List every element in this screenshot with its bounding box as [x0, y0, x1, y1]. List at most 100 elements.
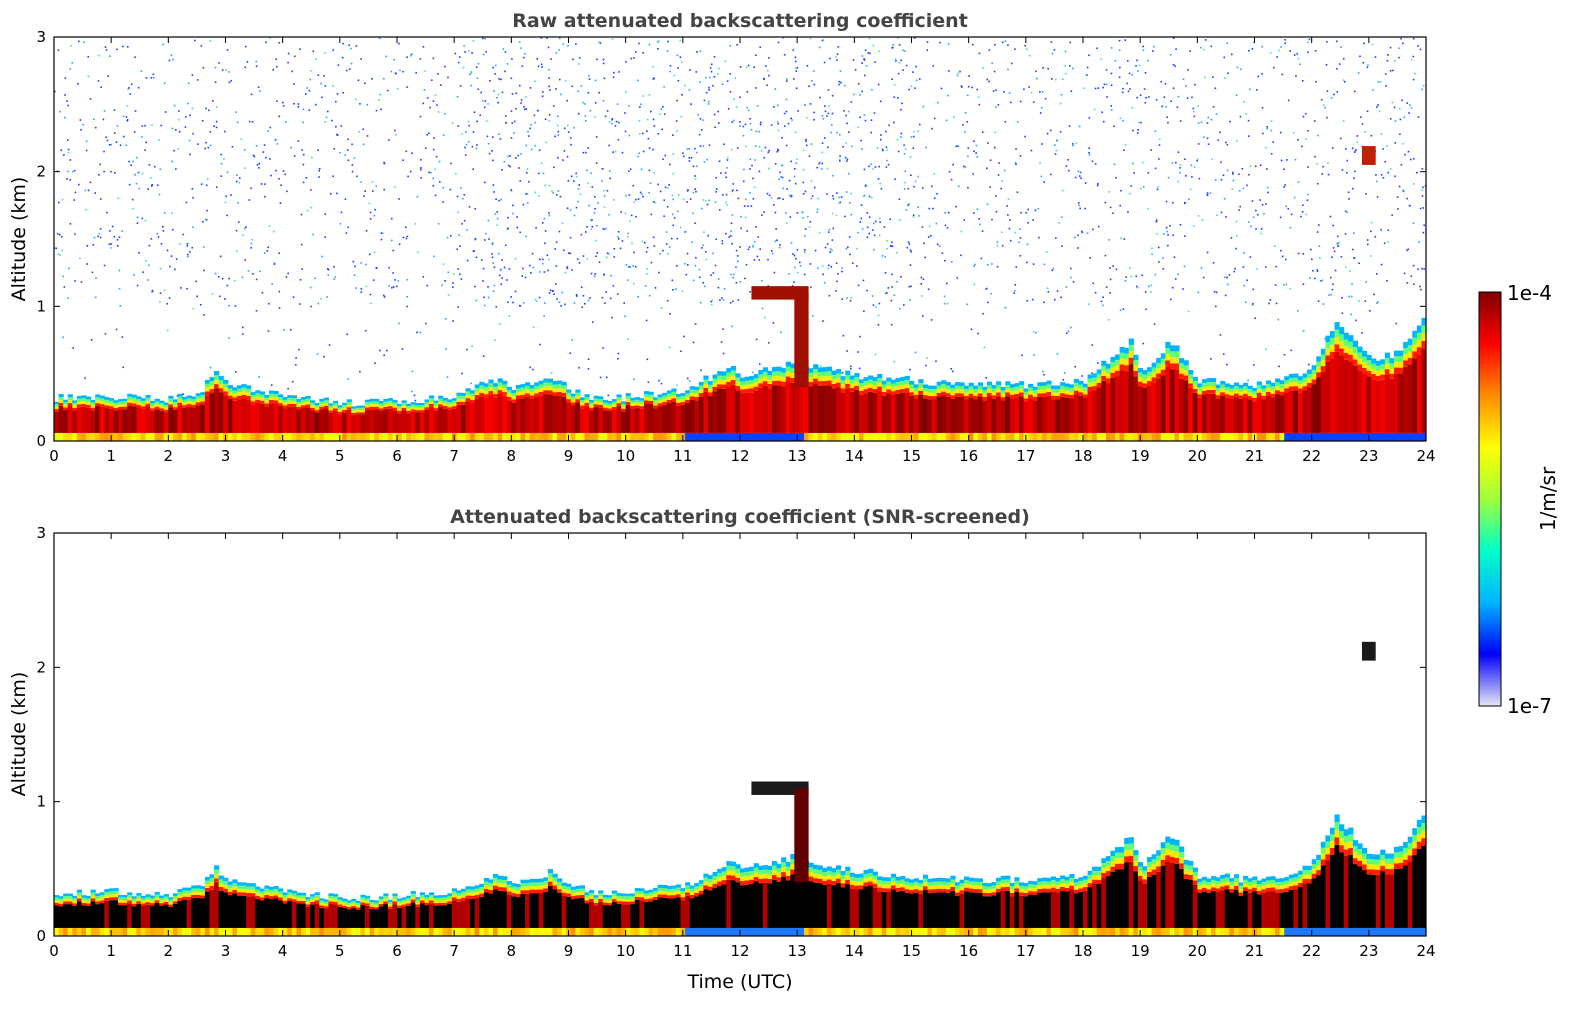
heatmap-cell — [1041, 389, 1048, 394]
heatmap-cell — [383, 398, 389, 402]
noise-speck — [522, 302, 525, 304]
heatmap-cell — [1055, 385, 1061, 390]
heatmap-cell — [744, 392, 750, 433]
heatmap-cell — [72, 927, 78, 936]
noise-speck — [605, 376, 608, 379]
noise-speck — [1129, 192, 1131, 195]
heatmap-cell — [1055, 399, 1061, 433]
noise-speck — [336, 192, 338, 195]
noise-speck — [317, 74, 320, 76]
heatmap-cell — [799, 432, 805, 441]
noise-speck — [1261, 107, 1264, 109]
noise-speck — [718, 160, 721, 163]
noise-speck — [500, 198, 502, 201]
noise-speck — [363, 195, 365, 198]
heatmap-cell — [328, 403, 334, 406]
noise-speck — [1164, 82, 1167, 85]
noise-speck — [858, 367, 861, 370]
noise-speck — [571, 269, 573, 271]
noise-speck — [777, 122, 780, 125]
noise-speck — [846, 350, 848, 352]
heatmap-cell — [99, 900, 105, 904]
noise-speck — [1365, 281, 1368, 283]
heatmap-cell — [717, 432, 723, 441]
noise-speck — [752, 244, 755, 246]
heatmap-cell — [918, 386, 924, 391]
heatmap-cell — [127, 393, 133, 397]
heatmap-cell — [1265, 395, 1272, 433]
noise-speck — [701, 247, 703, 249]
noise-speck — [84, 189, 87, 192]
heatmap-cell — [836, 432, 842, 441]
noise-speck — [110, 247, 112, 249]
heatmap-cell — [108, 400, 115, 404]
noise-speck — [522, 56, 525, 59]
noise-speck — [1079, 207, 1081, 210]
noise-speck — [278, 307, 281, 309]
noise-speck — [353, 157, 356, 159]
heatmap-cell — [1041, 385, 1048, 390]
heatmap-cell — [826, 366, 833, 372]
noise-speck — [84, 377, 86, 379]
heatmap-cell — [611, 406, 618, 410]
noise-speck — [889, 245, 892, 247]
heatmap-cell — [849, 379, 855, 384]
noise-speck — [654, 287, 657, 289]
heatmap-cell — [278, 406, 284, 433]
noise-speck — [383, 294, 385, 297]
noise-speck — [103, 264, 106, 267]
heatmap-cell — [172, 404, 179, 408]
heatmap-cell — [1284, 384, 1290, 389]
noise-speck — [569, 236, 572, 239]
noise-speck — [695, 71, 698, 73]
noise-speck — [986, 301, 989, 304]
noise-speck — [465, 143, 468, 146]
noise-speck — [238, 181, 241, 184]
heatmap-cell — [643, 400, 650, 404]
noise-speck — [1309, 277, 1311, 279]
heatmap-cell — [76, 895, 83, 899]
noise-speck — [566, 124, 569, 127]
noise-speck — [381, 232, 384, 234]
heatmap-cell — [726, 381, 732, 387]
noise-speck — [137, 86, 140, 89]
noise-speck — [213, 125, 215, 127]
noise-speck — [898, 219, 901, 221]
noise-speck — [564, 80, 567, 82]
x-tick-label: 12 — [730, 447, 749, 465]
noise-speck — [1078, 125, 1081, 128]
heatmap-cell — [740, 389, 746, 394]
heatmap-cell — [877, 382, 883, 387]
heatmap-cell — [401, 405, 407, 408]
heatmap-cell — [762, 376, 769, 382]
noise-speck — [742, 125, 745, 128]
noise-speck — [270, 174, 272, 177]
heatmap-cell — [1192, 388, 1198, 393]
noise-speck — [676, 99, 678, 102]
noise-speck — [646, 358, 649, 361]
heatmap-cell — [1083, 387, 1089, 391]
noise-speck — [587, 182, 590, 184]
noise-speck — [801, 210, 804, 213]
noise-speck — [1419, 48, 1422, 51]
noise-speck — [1214, 305, 1217, 308]
heatmap-cell — [1115, 359, 1121, 366]
noise-speck — [658, 379, 660, 382]
heatmap-cell — [451, 403, 458, 407]
heatmap-cell — [831, 432, 837, 441]
noise-speck — [1254, 317, 1256, 320]
heatmap-cell — [685, 399, 691, 403]
heatmap-cell — [579, 400, 586, 403]
noise-speck — [87, 75, 90, 78]
heatmap-cell — [1297, 392, 1304, 433]
noise-speck — [840, 81, 842, 84]
x-tick-label: 13 — [788, 447, 807, 465]
noise-speck — [99, 163, 102, 166]
heatmap-cell — [982, 390, 988, 394]
heatmap-cell — [168, 398, 174, 402]
noise-speck — [832, 197, 835, 200]
heatmap-cell — [195, 399, 201, 403]
heatmap-cell — [1096, 378, 1102, 383]
noise-speck — [1212, 76, 1214, 78]
noise-speck — [364, 329, 367, 332]
